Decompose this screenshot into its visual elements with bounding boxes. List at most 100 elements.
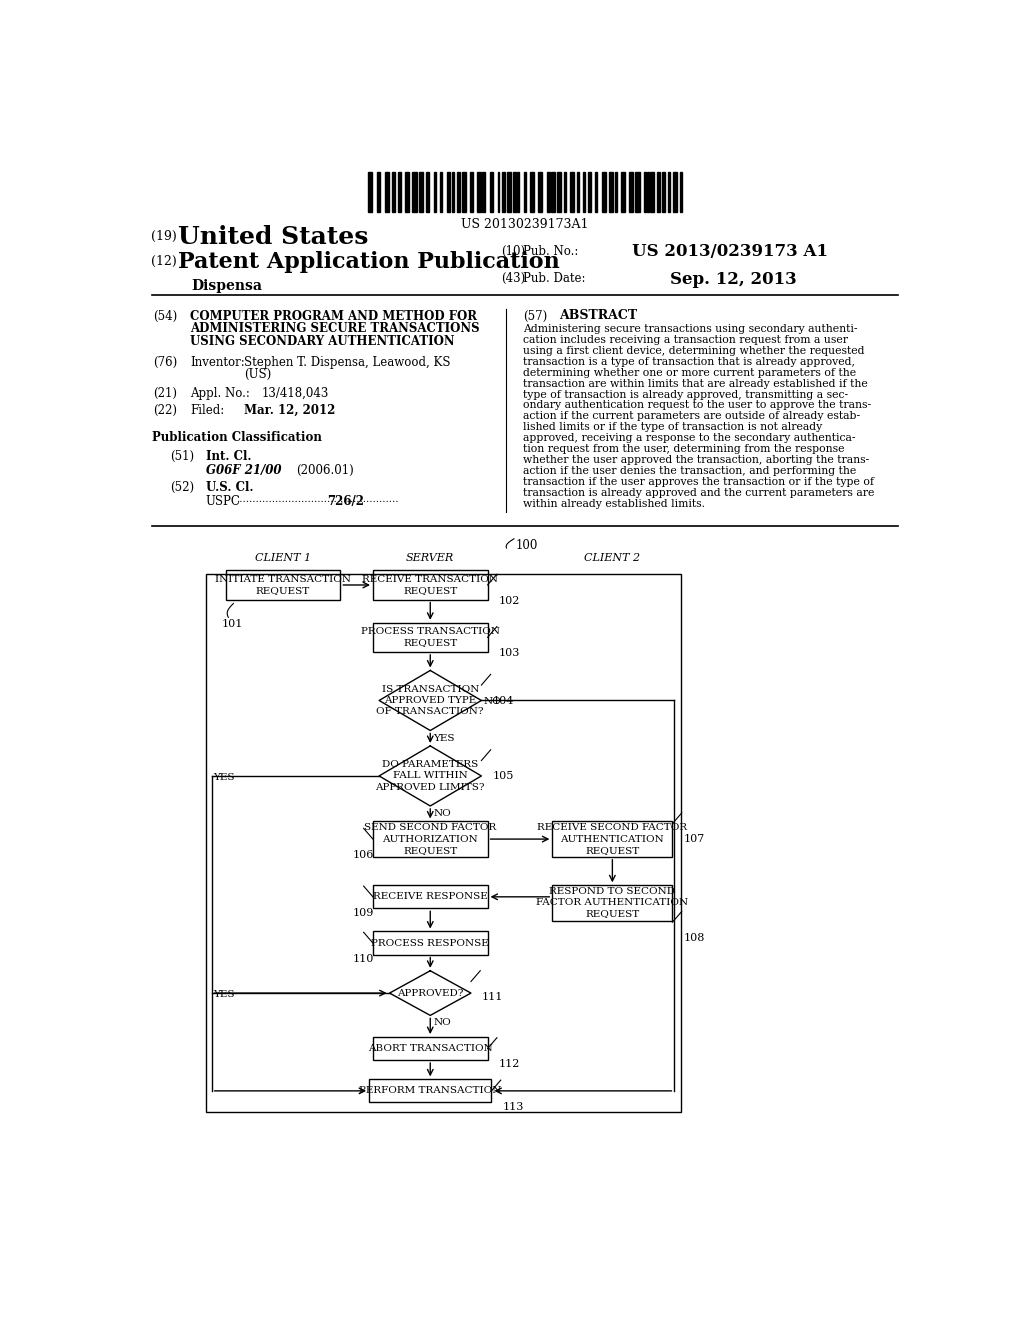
Text: Dispensa: Dispensa bbox=[191, 280, 262, 293]
Text: action if the user denies the transaction, and performing the: action if the user denies the transactio… bbox=[523, 466, 856, 477]
Text: ABORT TRANSACTION: ABORT TRANSACTION bbox=[368, 1044, 493, 1053]
Text: NO: NO bbox=[433, 1019, 452, 1027]
Text: U.S. Cl.: U.S. Cl. bbox=[206, 480, 253, 494]
Bar bbox=[373, 886, 487, 908]
Bar bbox=[225, 570, 340, 599]
Text: RECEIVE SECOND FACTOR
AUTHENTICATION
REQUEST: RECEIVE SECOND FACTOR AUTHENTICATION REQ… bbox=[538, 824, 687, 854]
Bar bbox=[446, 173, 451, 213]
Text: United States: United States bbox=[178, 224, 369, 248]
Text: PROCESS RESPONSE: PROCESS RESPONSE bbox=[372, 939, 489, 948]
Bar bbox=[489, 173, 493, 213]
Text: APPROVED?: APPROVED? bbox=[397, 989, 464, 998]
Text: NO: NO bbox=[433, 809, 452, 818]
Text: Pub. No.:: Pub. No.: bbox=[523, 244, 579, 257]
Bar bbox=[547, 173, 550, 213]
Text: YES: YES bbox=[213, 990, 234, 999]
Text: Mar. 12, 2012: Mar. 12, 2012 bbox=[245, 404, 336, 417]
Bar bbox=[385, 173, 389, 213]
Bar bbox=[507, 173, 511, 213]
Text: lished limits or if the type of transaction is not already: lished limits or if the type of transact… bbox=[523, 422, 822, 433]
Bar bbox=[517, 173, 519, 213]
Text: USPC: USPC bbox=[206, 495, 241, 508]
Text: determining whether one or more current parameters of the: determining whether one or more current … bbox=[523, 368, 856, 378]
Bar bbox=[420, 173, 423, 213]
Bar bbox=[563, 173, 566, 213]
Bar bbox=[373, 623, 487, 652]
Bar bbox=[644, 173, 646, 213]
Text: NO: NO bbox=[483, 697, 502, 706]
Text: 726/2: 726/2 bbox=[328, 495, 365, 508]
Text: YES: YES bbox=[213, 774, 234, 781]
Text: PERFORM TRANSACTION: PERFORM TRANSACTION bbox=[359, 1086, 502, 1096]
Text: G06F 21/00: G06F 21/00 bbox=[206, 465, 281, 477]
Bar bbox=[635, 173, 640, 213]
Bar bbox=[391, 173, 394, 213]
Text: Int. Cl.: Int. Cl. bbox=[206, 450, 251, 463]
Text: US 2013/0239173 A1: US 2013/0239173 A1 bbox=[632, 243, 827, 260]
Bar bbox=[629, 173, 633, 213]
Bar bbox=[369, 173, 372, 213]
Text: 111: 111 bbox=[481, 993, 503, 1002]
Text: DO PARAMETERS
FALL WITHIN
APPROVED LIMITS?: DO PARAMETERS FALL WITHIN APPROVED LIMIT… bbox=[376, 760, 485, 792]
Bar bbox=[538, 173, 542, 213]
Text: type of transaction is already approved, transmitting a sec-: type of transaction is already approved,… bbox=[523, 389, 848, 400]
Text: 104: 104 bbox=[493, 696, 514, 706]
Bar bbox=[406, 173, 410, 213]
Bar bbox=[426, 173, 429, 213]
Text: using a first client device, determining whether the requested: using a first client device, determining… bbox=[523, 346, 864, 356]
Text: ..................................................: ........................................… bbox=[237, 495, 399, 504]
Bar bbox=[477, 173, 480, 213]
Bar bbox=[373, 821, 487, 857]
Text: RESPOND TO SECOND
FACTOR AUTHENTICATION
REQUEST: RESPOND TO SECOND FACTOR AUTHENTICATION … bbox=[537, 887, 688, 919]
Bar bbox=[413, 173, 417, 213]
Text: (12): (12) bbox=[152, 255, 177, 268]
Text: 109: 109 bbox=[352, 908, 374, 917]
Text: transaction if the user approves the transaction or if the type of: transaction if the user approves the tra… bbox=[523, 477, 874, 487]
Text: action if the current parameters are outside of already estab-: action if the current parameters are out… bbox=[523, 412, 860, 421]
Bar bbox=[577, 173, 579, 213]
Text: YES: YES bbox=[433, 734, 455, 743]
Text: 102: 102 bbox=[499, 595, 520, 606]
Text: transaction are within limits that are already established if the: transaction are within limits that are a… bbox=[523, 379, 868, 388]
Bar bbox=[206, 574, 681, 1113]
Text: approved, receiving a response to the secondary authentica-: approved, receiving a response to the se… bbox=[523, 433, 856, 444]
Text: 110: 110 bbox=[352, 954, 374, 964]
Text: 106: 106 bbox=[352, 850, 374, 859]
Bar bbox=[377, 173, 380, 213]
Text: 108: 108 bbox=[683, 933, 705, 942]
Bar bbox=[502, 173, 506, 213]
Text: (22): (22) bbox=[153, 404, 177, 417]
Text: Stephen T. Dispensa, Leawood, KS: Stephen T. Dispensa, Leawood, KS bbox=[245, 356, 451, 370]
Text: IS TRANSACTION
APPROVED TYPE
OF TRANSACTION?: IS TRANSACTION APPROVED TYPE OF TRANSACT… bbox=[377, 685, 484, 715]
Text: whether the user approved the transaction, aborting the trans-: whether the user approved the transactio… bbox=[523, 455, 869, 465]
Text: Filed:: Filed: bbox=[190, 404, 224, 417]
Text: (10): (10) bbox=[502, 244, 525, 257]
Bar bbox=[588, 173, 592, 213]
Text: 107: 107 bbox=[683, 834, 705, 845]
Bar bbox=[482, 173, 485, 213]
Text: COMPUTER PROGRAM AND METHOD FOR: COMPUTER PROGRAM AND METHOD FOR bbox=[190, 310, 477, 323]
Bar bbox=[373, 932, 487, 954]
Bar bbox=[662, 173, 665, 213]
Bar bbox=[669, 173, 670, 213]
Text: ondary authentication request to the user to approve the trans-: ondary authentication request to the use… bbox=[523, 400, 871, 411]
Text: RECEIVE TRANSACTION
REQUEST: RECEIVE TRANSACTION REQUEST bbox=[362, 576, 499, 595]
Bar bbox=[680, 173, 682, 213]
Bar bbox=[397, 173, 400, 213]
Bar bbox=[524, 173, 526, 213]
Bar bbox=[434, 173, 435, 213]
Bar bbox=[551, 173, 555, 213]
Text: (57): (57) bbox=[523, 310, 548, 323]
Text: ADMINISTERING SECURE TRANSACTIONS: ADMINISTERING SECURE TRANSACTIONS bbox=[190, 322, 479, 335]
Bar bbox=[470, 173, 473, 213]
Bar bbox=[498, 173, 500, 213]
Bar bbox=[439, 173, 442, 213]
Text: RECEIVE RESPONSE: RECEIVE RESPONSE bbox=[373, 892, 487, 902]
Text: Inventor:: Inventor: bbox=[190, 356, 245, 370]
Bar bbox=[530, 173, 535, 213]
Text: ABSTRACT: ABSTRACT bbox=[559, 309, 637, 322]
Text: (43): (43) bbox=[502, 272, 525, 285]
Text: transaction is a type of transaction that is already approved,: transaction is a type of transaction tha… bbox=[523, 356, 855, 367]
Bar bbox=[452, 173, 454, 213]
Text: (51): (51) bbox=[170, 450, 194, 463]
